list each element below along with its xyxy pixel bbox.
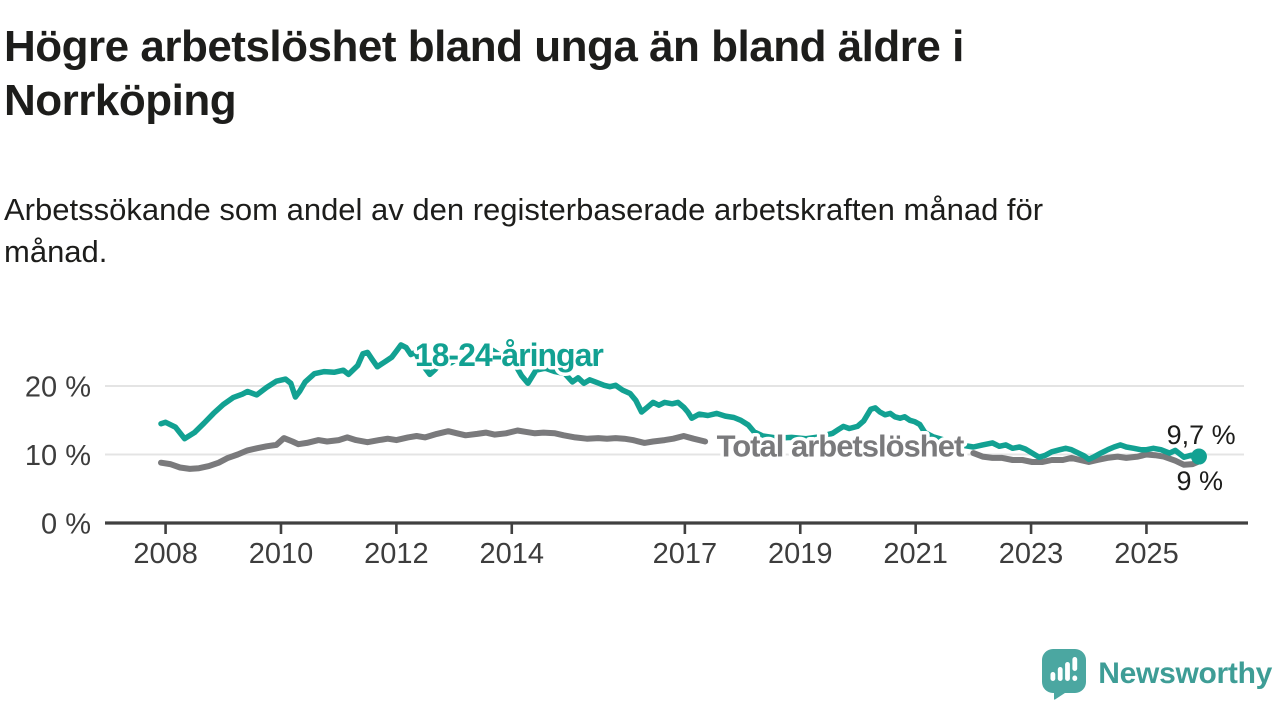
series-line-total [158, 427, 709, 472]
x-axis-tick-label: 2021 [883, 538, 948, 570]
x-axis-tick-label: 2014 [480, 538, 545, 570]
series-label: 18-24-åringar [415, 337, 604, 373]
series-label: Total arbetslöshet [717, 429, 964, 464]
y-axis-tick-label: 10 % [25, 440, 91, 472]
x-axis-tick-label: 2025 [1114, 538, 1179, 570]
y-axis-tick-label: 20 % [25, 372, 91, 404]
x-axis-tick-label: 2023 [999, 538, 1064, 570]
series-line-youth [158, 342, 1202, 463]
newsworthy-logo-text: Newsworthy [1098, 657, 1272, 690]
x-axis-tick-label: 2012 [364, 538, 429, 570]
x-axis-tick-label: 2010 [249, 538, 314, 570]
y-axis-tick-label: 0 % [41, 509, 91, 541]
x-axis-tick-label: 2019 [768, 538, 833, 570]
end-value-label: 9,7 % [1167, 420, 1236, 450]
x-axis-tick-label: 2008 [133, 538, 198, 570]
chart-subtitle: Arbetssökande som andel av den registerb… [4, 192, 1044, 269]
newsworthy-logo-icon [1042, 649, 1087, 700]
newsworthy-logo: Newsworthy [1041, 648, 1272, 700]
series-end-dot [1190, 448, 1207, 465]
x-axis-tick-label: 2017 [653, 538, 718, 570]
end-value-label: 9 % [1176, 466, 1223, 496]
page-title: Högre arbetslöshet bland unga än bland ä… [4, 22, 964, 125]
